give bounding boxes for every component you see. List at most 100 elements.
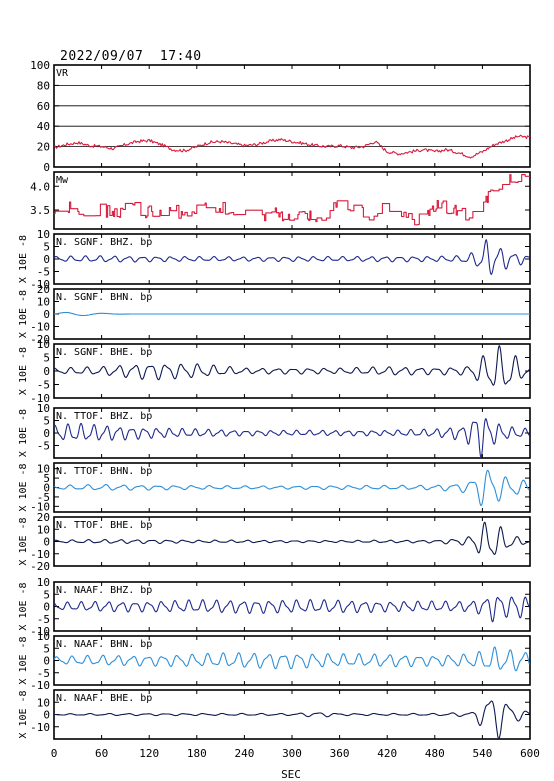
y-tick-label: 20 [37, 283, 50, 296]
y-tick-label: 100 [30, 59, 50, 72]
y-tick-label: 4.0 [30, 180, 50, 193]
panel-mw: 3.5 4.0 Mw [30, 171, 531, 230]
y-axis-label: X 10E -8 [18, 690, 29, 738]
panel-label: N. NAAF. BHN. bp [56, 639, 152, 650]
y-tick-label: 10 [37, 402, 50, 415]
series-line-naaf-bhe [53, 700, 530, 740]
y-tick-label: 0 [43, 427, 50, 440]
x-axis: 0 60 120 180 240 300 360 420 480 540 600 [51, 747, 540, 760]
y-tick-label: 0 [43, 482, 50, 495]
series-line-ttof-bhz [53, 418, 530, 459]
panel-label: N. SGNF. BHE. bp [56, 347, 152, 358]
x-tick-label: 420 [377, 747, 397, 760]
y-tick-label: -5 [37, 491, 50, 504]
y-tick-label: 0 [43, 709, 50, 722]
page-title: 2022/09/07 17:40 [60, 49, 202, 64]
y-tick-label: 80 [37, 79, 50, 92]
y-tick-label: 0 [43, 655, 50, 668]
series-line-naaf-bhn [53, 646, 531, 672]
y-tick-label: -10 [30, 548, 50, 561]
x-tick-label: 60 [95, 747, 108, 760]
series-line-sgnf-bhz [53, 239, 530, 275]
y-tick-label: -5 [37, 667, 50, 680]
x-tick-label: 0 [51, 747, 58, 760]
panel-label: VR [56, 68, 69, 79]
y-tick-label: -5 [37, 379, 50, 392]
y-tick-label: -20 [30, 560, 50, 573]
y-tick-label: 10 [37, 338, 50, 351]
panel-label: N. NAAF. BHE. bp [56, 693, 152, 704]
y-tick-label: 10 [37, 696, 50, 709]
y-tick-label: 5 [43, 241, 50, 254]
panel-label: N. TTOF. BHE. bp [56, 520, 152, 531]
panel-frame [53, 64, 531, 168]
x-axis-label: SEC [281, 768, 301, 781]
series-line-ttof-bhe [53, 521, 530, 555]
series-line-sgnf-bhn [53, 311, 530, 317]
y-tick-label: 60 [37, 100, 50, 113]
y-tick-label: 5 [43, 352, 50, 365]
x-tick-label: 540 [472, 747, 492, 760]
y-tick-label: 3.5 [30, 204, 50, 217]
panel-label: N. NAAF. BHZ. bp [56, 585, 152, 596]
y-tick-label: 0 [43, 365, 50, 378]
y-tick-label: 40 [37, 120, 50, 133]
x-tick-label: 360 [330, 747, 350, 760]
y-axis-label: X 10E -8 [18, 636, 29, 684]
y-tick-label: 10 [37, 296, 50, 309]
x-tick-label: 240 [234, 747, 254, 760]
y-tick-label: 10 [37, 630, 50, 643]
y-tick-label: 20 [37, 511, 50, 524]
y-tick-label: -5 [37, 613, 50, 626]
y-tick-label: -10 [30, 392, 50, 405]
panel-label: N. TTOF. BHN. bp [56, 466, 152, 477]
y-tick-label: -10 [30, 679, 50, 692]
y-tick-label: -20 [30, 333, 50, 346]
x-tick-label: 120 [139, 747, 159, 760]
y-tick-label: 10 [37, 228, 50, 241]
x-tick-label: 300 [282, 747, 302, 760]
y-tick-label: -5 [37, 440, 50, 453]
y-axis-label: X 10E -8 [18, 235, 29, 283]
y-axis-label: X 10E -8 [18, 517, 29, 565]
y-axis-label: X 10E -8 [18, 409, 29, 457]
series-line-ttof-bhn [53, 469, 530, 507]
y-axis-label: X 10E -8 [18, 290, 29, 338]
y-tick-label: -10 [30, 321, 50, 334]
series-line-vr [53, 134, 531, 159]
y-tick-label: 5 [43, 415, 50, 428]
y-tick-label: 0 [43, 536, 50, 549]
y-tick-label: -10 [30, 278, 50, 291]
y-tick-label: 0 [43, 308, 50, 321]
y-tick-label: 10 [37, 576, 50, 589]
y-tick-label: -5 [37, 266, 50, 279]
panel-label: N. TTOF. BHZ. bp [56, 411, 152, 422]
x-tick-label: 180 [187, 747, 207, 760]
y-tick-label: -10 [30, 625, 50, 638]
y-tick-label: 20 [37, 141, 50, 154]
y-tick-label: 0 [43, 253, 50, 266]
series-line-mw [54, 174, 530, 226]
y-axis-label: X 10E -8 [18, 347, 29, 395]
y-tick-label: 5 [43, 472, 50, 485]
y-tick-label: 10 [37, 523, 50, 536]
panel-label: Mw [56, 175, 69, 186]
y-axis-label: X 10E -8 [18, 582, 29, 630]
x-tick-label: 480 [425, 747, 445, 760]
panel-label: N. SGNF. BHZ. bp [56, 237, 152, 248]
y-tick-label: 0 [43, 161, 50, 174]
y-tick-label: 5 [43, 588, 50, 601]
y-tick-label: 0 [43, 601, 50, 614]
series-line-sgnf-bhe [53, 345, 530, 386]
